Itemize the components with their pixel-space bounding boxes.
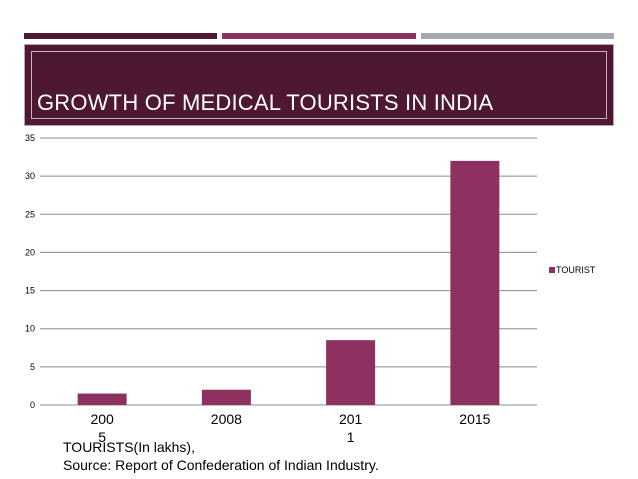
accent-stripe-plum xyxy=(222,33,416,39)
y-tick-label: 20 xyxy=(25,247,35,257)
x-tick-label: 201 1 xyxy=(338,411,363,445)
legend-label: TOURIST xyxy=(556,265,596,275)
y-tick-label: 5 xyxy=(30,362,35,372)
accent-stripe-gray xyxy=(421,33,614,39)
y-tick-label: 25 xyxy=(25,209,35,219)
legend-swatch xyxy=(549,267,555,273)
footnote-source: Source: Report of Confederation of India… xyxy=(63,457,379,473)
footnote: TOURISTS(In lakhs), Source: Report of Co… xyxy=(63,438,379,474)
page-title: GROWTH OF MEDICAL TOURISTS IN INDIA xyxy=(37,90,494,115)
legend: TOURIST xyxy=(549,265,596,275)
title-band xyxy=(24,44,614,126)
bar-2005 xyxy=(77,393,127,405)
bar-2015 xyxy=(450,160,500,405)
bar-2008 xyxy=(201,389,251,405)
title-band-frame xyxy=(31,51,607,119)
bars xyxy=(77,160,500,405)
y-tick-label: 10 xyxy=(25,324,35,334)
x-tick-label: 2015 xyxy=(459,411,491,427)
y-axis-ticks: 0 5 10 15 20 25 30 35 xyxy=(25,133,35,410)
x-tick-label: 200 5 xyxy=(90,411,114,445)
y-tick-label: 15 xyxy=(25,286,35,296)
y-tick-label: 0 xyxy=(30,400,35,410)
footnote-units: TOURISTS(In lakhs), xyxy=(63,439,195,455)
y-tick-label: 30 xyxy=(25,171,35,181)
x-tick-label: 2008 xyxy=(210,411,242,427)
bar-chart: 0 5 10 15 20 25 30 35 TOURIST xyxy=(25,133,596,410)
y-tick-label: 35 xyxy=(25,133,35,143)
accent-stripe-dark xyxy=(24,33,217,39)
bar-2011 xyxy=(326,340,376,405)
